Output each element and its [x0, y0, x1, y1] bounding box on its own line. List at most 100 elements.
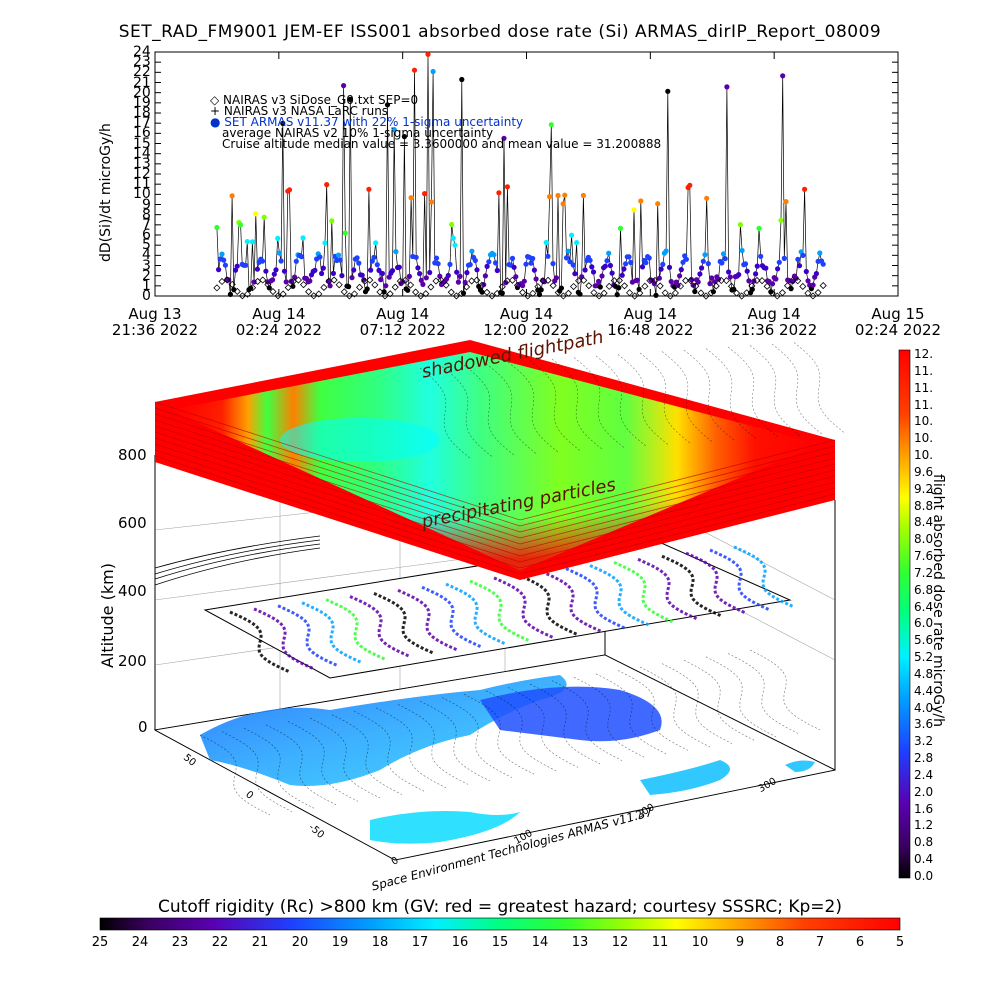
data-point — [286, 187, 293, 193]
y-tick-label: 21 — [133, 74, 151, 91]
data-point — [570, 262, 576, 268]
nairas-diamond — [310, 292, 318, 300]
data-point — [501, 135, 507, 141]
nairas-diamond — [763, 282, 771, 290]
y-tick-label: 22 — [133, 64, 151, 81]
data-point — [666, 264, 673, 270]
data-point — [530, 255, 536, 262]
data-point — [533, 276, 539, 282]
data-point — [278, 258, 284, 264]
nairas-diamond — [269, 288, 277, 296]
nairas-diamond — [320, 283, 328, 292]
data-point — [776, 259, 782, 265]
nairas-diamond — [692, 282, 700, 290]
slab-layer-edge — [519, 469, 836, 551]
data-point — [687, 182, 693, 188]
data-point — [700, 258, 706, 264]
data-point — [810, 282, 816, 288]
nairas-diamond — [549, 281, 557, 290]
data-point — [560, 201, 566, 207]
data-point — [572, 271, 578, 277]
nairas-diamond — [559, 292, 567, 300]
nairas-diamond — [758, 277, 766, 285]
nairas-diamond — [626, 289, 634, 297]
data-point — [545, 253, 551, 259]
data-point — [727, 274, 733, 280]
data-point — [531, 267, 538, 273]
data-point — [449, 221, 455, 228]
data-point — [548, 122, 554, 128]
data-point — [261, 214, 267, 220]
data-point — [643, 260, 649, 266]
orbit-track — [469, 579, 531, 643]
data-point — [467, 262, 473, 268]
data-point — [638, 198, 644, 204]
data-point — [384, 102, 391, 108]
data-point — [271, 271, 277, 277]
data-point — [628, 259, 634, 266]
nairas-diamond — [544, 276, 552, 284]
iss-orbit-track-layer — [203, 537, 795, 679]
nairas-diamond — [666, 292, 674, 300]
x-tick-label: Aug 13 21:36 2022 — [111, 305, 199, 339]
data-point — [577, 291, 583, 297]
data-point — [214, 224, 220, 231]
nairas-diamond — [712, 282, 720, 290]
data-point — [590, 269, 597, 275]
nairas-diamond — [743, 289, 751, 297]
nairas-diamond — [687, 276, 695, 285]
data-point — [259, 258, 266, 264]
data-point — [226, 277, 232, 283]
data-point — [320, 265, 326, 271]
orbit-track — [685, 551, 747, 615]
nairas-diamond — [366, 276, 374, 284]
data-point — [569, 232, 575, 238]
data-point — [769, 281, 776, 287]
rigidity-colorbar-label: 17 — [411, 935, 429, 950]
nairas-diamond — [228, 280, 236, 288]
y-tick-label: 19 — [133, 94, 151, 111]
nairas-diamond — [814, 288, 822, 297]
data-point — [457, 273, 463, 279]
data-point — [582, 267, 588, 273]
data-point — [234, 263, 240, 269]
rigidity-colorbar-label: 14 — [531, 935, 549, 950]
data-point — [805, 278, 811, 284]
altitude-tick-label: 200 — [118, 652, 147, 670]
data-point — [366, 186, 372, 192]
data-point — [609, 270, 615, 276]
data-point — [341, 83, 347, 89]
nairas-diamond — [437, 276, 445, 284]
data-point — [391, 127, 397, 133]
data-point — [276, 250, 282, 256]
data-point — [349, 275, 355, 281]
data-point — [763, 265, 769, 271]
data-point — [803, 268, 809, 275]
rigidity-colorbar-label: 12 — [611, 935, 629, 950]
dose-colorbar-label: 11. — [914, 380, 934, 395]
nairas-diamond — [488, 292, 496, 300]
data-point — [634, 277, 641, 283]
y-tick-label: 4 — [142, 247, 151, 264]
data-point — [780, 73, 786, 79]
nairas-diamond — [605, 282, 613, 290]
orbit-track — [709, 548, 771, 612]
slab-layer-edge — [154, 455, 521, 575]
data-point — [658, 266, 664, 272]
nairas-diamond — [457, 290, 466, 298]
dose-colorbar-label: 10. — [914, 448, 934, 463]
dose-colorbar-label: 9.2 — [914, 481, 934, 496]
data-point — [751, 278, 757, 284]
data-point — [450, 235, 456, 241]
slab-layer-edge — [154, 413, 521, 533]
data-point — [413, 254, 419, 260]
cutoff-rigidity-title: Cutoff rigidity (Rc) >800 km (GV: red = … — [158, 897, 842, 917]
nairas-diamond — [233, 287, 241, 296]
data-point — [423, 275, 429, 281]
data-point — [474, 267, 480, 273]
data-point — [408, 195, 414, 201]
nairas-diamond — [809, 292, 817, 300]
dose-colorbar-label: 11. — [914, 397, 934, 412]
data-point — [639, 264, 646, 270]
